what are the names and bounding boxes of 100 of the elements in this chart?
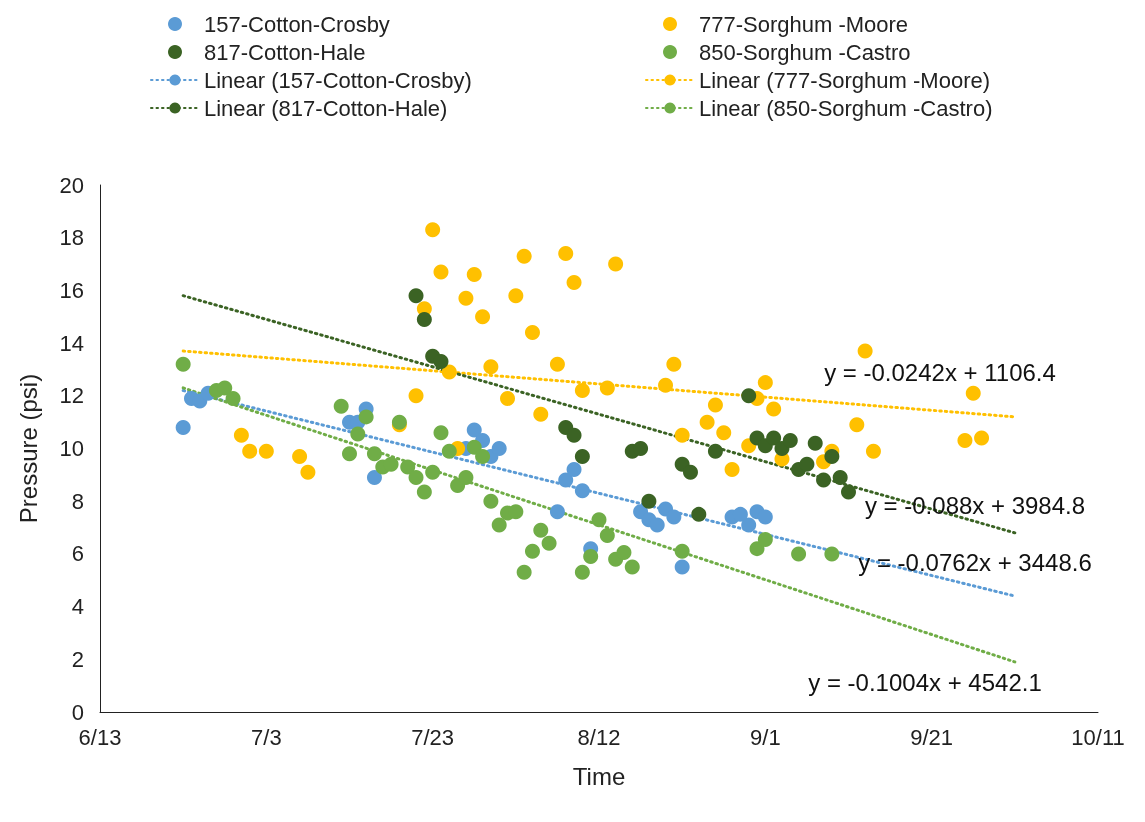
point bbox=[408, 288, 424, 304]
legend-label: 817-Cotton-Hale bbox=[204, 39, 366, 65]
point bbox=[458, 290, 474, 306]
point bbox=[816, 472, 832, 488]
point bbox=[383, 456, 399, 472]
x-tick-label: 7/3 bbox=[251, 724, 282, 750]
x-tick-label: 9/1 bbox=[750, 724, 781, 750]
point bbox=[791, 546, 807, 562]
point bbox=[541, 535, 557, 551]
point bbox=[366, 446, 382, 462]
x-axis-title: Time bbox=[572, 762, 626, 790]
point bbox=[766, 430, 782, 446]
y-tick-label: 4 bbox=[71, 594, 84, 620]
point bbox=[799, 456, 815, 472]
point bbox=[508, 504, 524, 520]
point bbox=[433, 425, 449, 441]
point bbox=[416, 484, 432, 500]
point bbox=[416, 311, 432, 327]
point bbox=[566, 275, 582, 290]
legend-label: Linear (817-Cotton-Hale) bbox=[204, 95, 448, 121]
point bbox=[599, 527, 615, 543]
point bbox=[549, 504, 565, 520]
point bbox=[366, 469, 382, 485]
point bbox=[441, 364, 457, 380]
point bbox=[757, 375, 773, 391]
point bbox=[533, 522, 549, 538]
legend-label: 777-Sorghum -Moore bbox=[699, 11, 909, 37]
legend-label: Linear (850-Sorghum -Castro) bbox=[699, 95, 993, 121]
y-tick-label: 10 bbox=[59, 436, 84, 461]
y-tick-label: 12 bbox=[59, 383, 84, 409]
legend-label: 850-Sorghum -Castro bbox=[699, 39, 911, 65]
point bbox=[408, 469, 424, 485]
point bbox=[342, 446, 357, 462]
point bbox=[957, 433, 973, 449]
point bbox=[175, 356, 191, 372]
point bbox=[766, 401, 782, 417]
point bbox=[458, 469, 474, 485]
point bbox=[674, 559, 690, 575]
legend-label: 157-Cotton-Crosby bbox=[204, 11, 390, 37]
point bbox=[574, 383, 590, 399]
y-tick-label: 14 bbox=[59, 330, 84, 356]
point bbox=[175, 419, 191, 435]
point bbox=[433, 354, 449, 370]
point bbox=[649, 517, 665, 533]
point bbox=[857, 343, 873, 359]
y-tick-label: 2 bbox=[71, 646, 84, 672]
point bbox=[716, 425, 732, 441]
point bbox=[849, 417, 865, 433]
point bbox=[974, 430, 990, 446]
point bbox=[475, 448, 491, 464]
y-tick-label: 6 bbox=[71, 541, 84, 567]
point bbox=[624, 559, 640, 575]
point bbox=[599, 380, 615, 396]
point bbox=[483, 493, 499, 509]
point bbox=[707, 397, 723, 413]
point bbox=[666, 509, 682, 525]
y-tick-label: 0 bbox=[71, 699, 84, 725]
point bbox=[566, 427, 582, 443]
point bbox=[608, 256, 624, 272]
point bbox=[242, 443, 258, 459]
x-tick-label: 9/21 bbox=[910, 724, 954, 750]
point bbox=[574, 448, 590, 464]
point bbox=[591, 512, 607, 528]
point bbox=[433, 264, 449, 280]
point bbox=[300, 464, 316, 480]
point bbox=[757, 509, 773, 525]
point bbox=[558, 246, 574, 262]
point bbox=[691, 506, 707, 522]
point bbox=[574, 483, 590, 499]
x-tick-label: 10/11 bbox=[1071, 724, 1125, 750]
y-axis-title: Pressure (psi) bbox=[14, 373, 42, 524]
point bbox=[666, 356, 682, 372]
point bbox=[408, 388, 424, 404]
point bbox=[533, 406, 549, 422]
point bbox=[558, 472, 574, 488]
point bbox=[524, 325, 540, 341]
point bbox=[508, 288, 524, 304]
point bbox=[658, 377, 674, 393]
point bbox=[233, 427, 249, 443]
annotation: y = -0.0242x + 1106.4 bbox=[824, 358, 1056, 386]
point bbox=[475, 309, 491, 325]
point bbox=[491, 517, 507, 533]
y-tick-label: 16 bbox=[59, 277, 84, 303]
point bbox=[500, 390, 516, 406]
point bbox=[741, 517, 757, 533]
point bbox=[566, 462, 582, 478]
point bbox=[841, 484, 856, 500]
point bbox=[358, 409, 374, 425]
point bbox=[574, 564, 590, 580]
point bbox=[782, 433, 798, 449]
point bbox=[258, 443, 274, 459]
point bbox=[633, 441, 649, 456]
point bbox=[724, 462, 740, 478]
point bbox=[425, 222, 441, 238]
x-tick-label: 7/23 bbox=[411, 724, 455, 750]
point bbox=[641, 493, 657, 509]
point bbox=[425, 464, 441, 480]
point bbox=[292, 448, 308, 464]
point bbox=[524, 543, 540, 559]
point bbox=[824, 546, 840, 562]
